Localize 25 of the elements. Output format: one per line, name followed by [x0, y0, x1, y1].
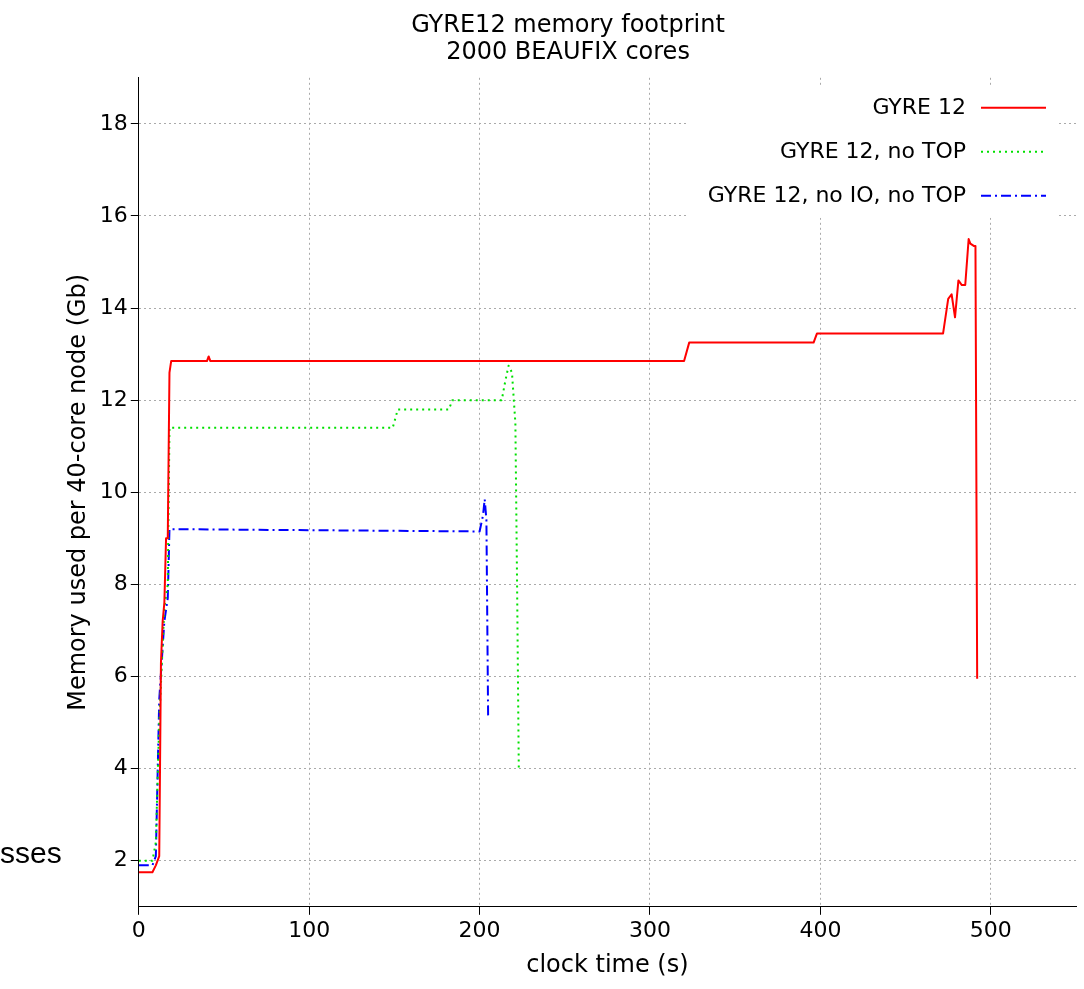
legend-label: GYRE 12, no IO, no TOP: [707, 181, 966, 207]
y-tick-label: 10: [99, 478, 128, 504]
x-tick-label: 0: [131, 916, 146, 942]
y-tick-label: 8: [113, 570, 128, 596]
y-tick-label: 4: [113, 754, 128, 780]
y-tick-label: 2: [113, 846, 128, 872]
legend-label: GYRE 12: [872, 93, 966, 119]
y-axis-title: Memory used per 40-core node (Gb): [62, 273, 91, 711]
y-tick-label: 12: [99, 385, 128, 411]
line-series: [138, 498, 490, 867]
y-tick-label: 14: [99, 293, 128, 319]
legend-label: GYRE 12, no TOP: [780, 137, 966, 163]
x-tick-label: 400: [799, 916, 842, 942]
text: 2000 BEAUFIX cores: [446, 36, 690, 65]
x-tick-label: 300: [629, 916, 671, 942]
x-tick-label: 500: [969, 916, 1012, 942]
text: sses: [0, 836, 62, 870]
y-tick-label: 18: [99, 109, 128, 135]
line-series: [138, 364, 520, 862]
x-tick-label: 200: [458, 916, 501, 942]
x-axis-title: clock time (s): [526, 949, 689, 978]
y-tick-label: 16: [99, 201, 128, 227]
x-tick-label: 100: [288, 916, 331, 942]
y-tick-label: 6: [113, 662, 128, 688]
text: GYRE12 memory footprint: [411, 10, 725, 39]
